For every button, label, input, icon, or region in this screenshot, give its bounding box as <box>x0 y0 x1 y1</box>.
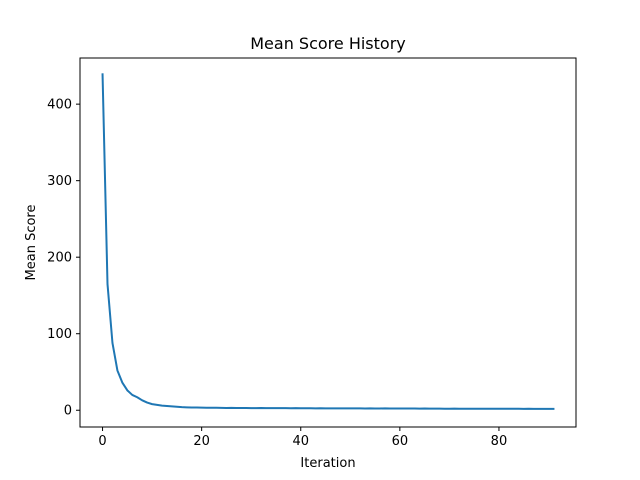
x-tick-label: 60 <box>392 434 409 449</box>
x-tick-label: 0 <box>98 434 106 449</box>
y-tick-label: 400 <box>47 98 72 113</box>
x-tick-label: 20 <box>193 434 210 449</box>
x-tick-label: 40 <box>292 434 309 449</box>
y-tick-label: 300 <box>47 174 72 189</box>
plot-frame <box>79 57 577 428</box>
series-line-0 <box>101 73 555 410</box>
axis-ticks: 0 20 40 60 80 0 100 200 300 400 <box>47 98 507 449</box>
y-tick-label: 200 <box>47 251 72 266</box>
plot-area <box>101 73 555 410</box>
x-tick-label: 80 <box>491 434 508 449</box>
y-tick-label: 0 <box>64 404 72 419</box>
x-axis-label: Iteration <box>300 456 355 471</box>
y-axis-label: Mean Score <box>24 205 39 281</box>
chart-title: Mean Score History <box>250 34 406 53</box>
y-tick-label: 100 <box>47 327 72 342</box>
